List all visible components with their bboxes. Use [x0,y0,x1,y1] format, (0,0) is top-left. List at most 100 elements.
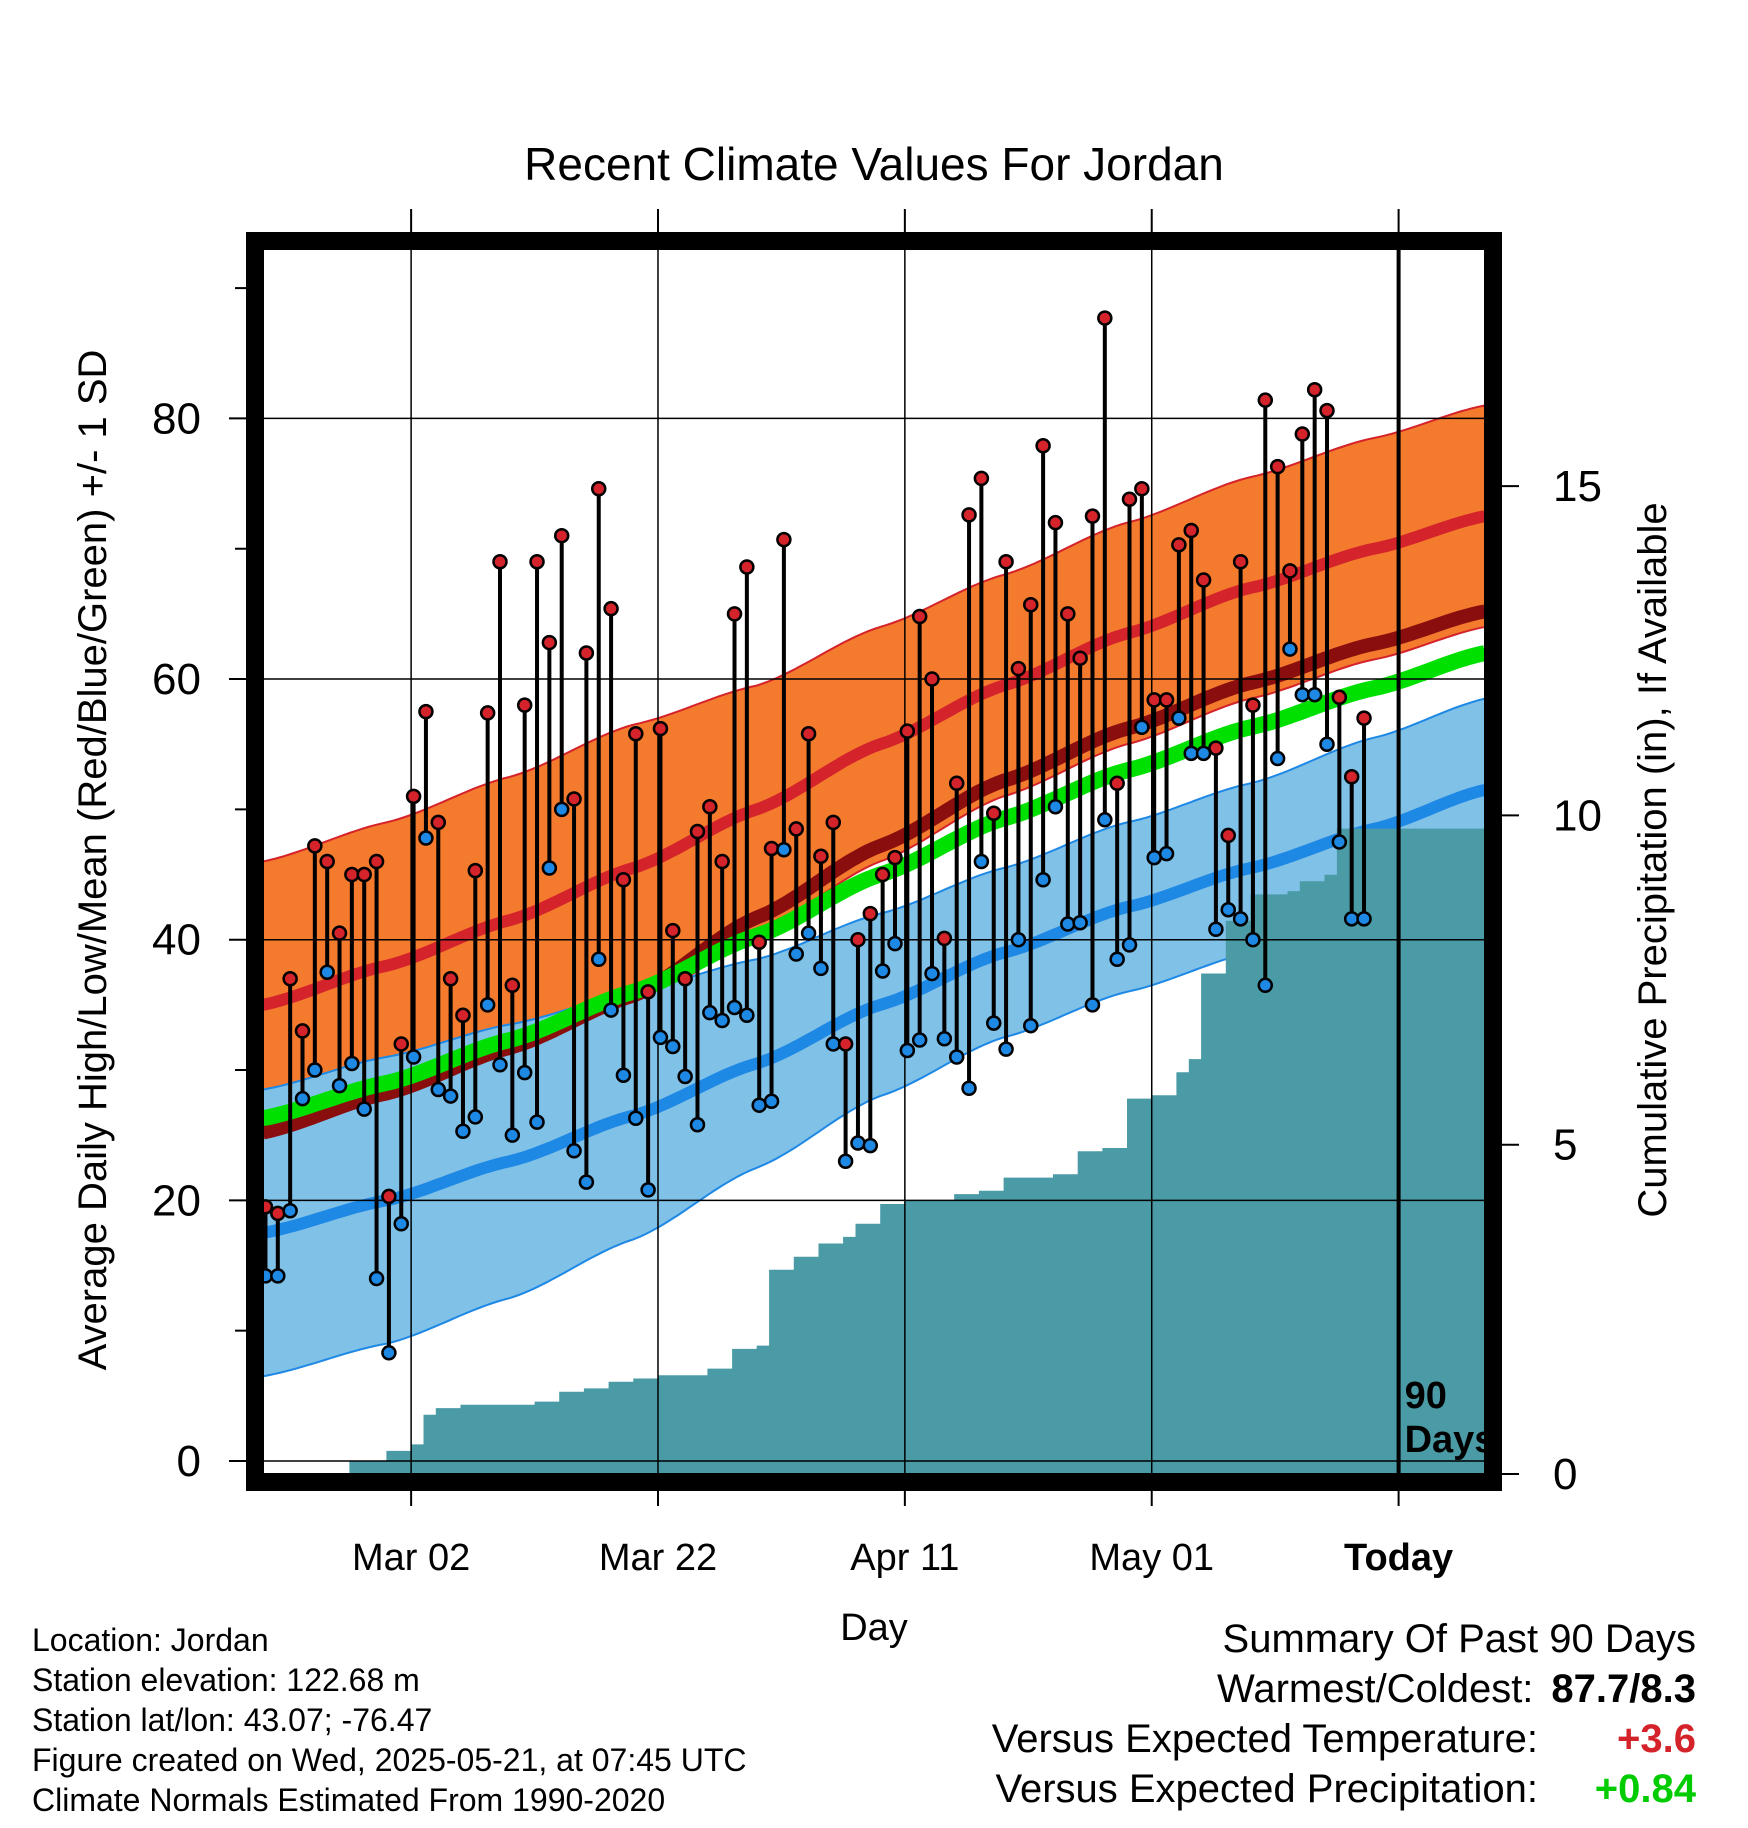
daily-high-point [813,848,829,865]
daily-high-point [516,697,533,713]
daily-low-point [850,1135,866,1151]
precip-label: Versus Expected Precipitation: [995,1767,1538,1811]
daily-high-point [270,1205,286,1222]
created-text: Figure created on Wed, 2025-05-21, at 07… [32,1742,747,1778]
daily-high-point [1097,310,1113,326]
daily-high-point [998,554,1014,570]
daily-low-point [998,1041,1014,1057]
daily-high-point [1245,697,1261,713]
daily-high-point [874,866,891,883]
daily-low-point [628,1110,644,1126]
temp-label: Versus Expected Temperature: [991,1717,1538,1761]
daily-low-point [1171,710,1187,726]
daily-high-point [689,823,706,840]
daily-high-point [788,821,804,837]
daily-high-point [467,862,484,879]
daily-low-point [1356,911,1372,927]
daily-high-point [541,634,558,651]
mean-normal-line [263,645,1485,1127]
daily-high-point [862,905,879,922]
daily-low-point [368,1270,385,1287]
daily-low-point [1134,719,1150,736]
daily-low-point [874,963,891,979]
daily-high-point [911,608,928,625]
daily-low-point [702,1004,718,1021]
daily-high-point [492,554,508,570]
daily-low-point [529,1114,545,1130]
daily-low-point [479,997,496,1013]
daily-low-point [726,999,743,1016]
x-tick-label: Mar 02 [352,1537,470,1579]
daily-low-point [973,853,990,870]
summary-title: Summary Of Past 90 Days [1222,1617,1696,1661]
daily-high-point [1072,650,1088,666]
daily-low-point [640,1182,656,1198]
daily-high-point [553,527,570,544]
daily-high-point [800,726,817,742]
daily-high-point [393,1036,409,1052]
overlap-line [263,604,1485,1140]
daily-low-point [1319,736,1335,752]
daily-low-point [356,1101,372,1117]
daily-low-point [862,1137,879,1154]
daily-low-point [837,1153,854,1169]
daily-high-point [430,814,447,831]
daily-high-point [1047,514,1064,531]
daily-low-point [615,1067,632,1083]
daily-low-point [603,1002,619,1018]
daily-high-point [714,853,730,870]
daily-low-point [405,1049,422,1065]
precipitation-area [263,828,1485,1474]
low-normal-line [263,783,1485,1239]
daily-low-point [455,1123,471,1140]
daily-low-point [800,925,817,941]
daily-low-point [948,1049,965,1065]
daily-low-point [985,1015,1002,1031]
daily-high-point [948,775,965,792]
daily-low-point [381,1345,397,1361]
daily-high-point [702,799,718,815]
daily-high-point [1208,740,1224,756]
daily-high-point [381,1188,397,1205]
daily-low-point [467,1109,484,1125]
daily-low-point [1109,951,1125,967]
daily-high-point [504,977,521,994]
daily-low-point [516,1064,533,1081]
daily-high-point [1294,426,1311,442]
daily-high-point [985,805,1002,822]
daily-low-point [1232,911,1249,927]
x-tick-label: Apr 11 [850,1537,959,1579]
daily-high-point [1257,392,1274,408]
daily-low-point [1047,799,1064,815]
daily-low-point [1245,931,1261,948]
daily-high-point [924,671,940,687]
daily-low-point [393,1216,409,1232]
y-tick-label: 60 [152,655,201,704]
daily-low-point [344,1055,360,1072]
daily-high-point [263,1199,274,1215]
summary-panel: Summary Of Past 90 Days Warmest/Coldest:… [992,1614,1696,1814]
daily-low-point [418,830,434,846]
y2-tick-label: 5 [1553,1121,1577,1170]
daily-low-point [751,1097,767,1113]
location-text: Location: Jordan [32,1622,269,1658]
daily-low-point [961,1080,977,1097]
daily-low-point [270,1268,286,1284]
daily-low-point [936,1030,953,1047]
daily-low-point [1220,901,1237,918]
y2-tick-label: 0 [1553,1450,1577,1499]
daily-low-point [541,860,558,876]
daily-low-point [813,960,829,977]
daily-high-point [368,853,385,870]
daily-low-point [1060,916,1076,932]
daily-high-point [319,853,335,870]
daily-low-point [430,1081,447,1098]
daily-low-point [331,1077,348,1094]
daily-high-point [1109,775,1125,792]
daily-low-point [294,1090,311,1107]
daily-high-point [1084,508,1101,524]
daily-low-point [553,801,570,818]
y2-axis-label: Cumulative Precipitation (in), If Availa… [1631,502,1675,1217]
x-axis-label: Day [840,1607,908,1649]
daily-high-point [1356,710,1372,726]
